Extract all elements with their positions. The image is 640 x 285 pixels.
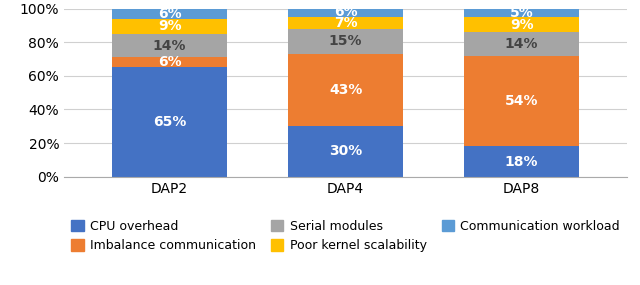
Text: 6%: 6% — [158, 55, 181, 69]
Bar — [113, 34, 227, 57]
Text: 18%: 18% — [505, 154, 538, 168]
Text: 5%: 5% — [509, 6, 534, 20]
Bar — [289, 7, 403, 17]
Bar — [465, 17, 579, 32]
Bar — [113, 9, 227, 19]
Text: 30%: 30% — [329, 144, 362, 158]
Text: 6%: 6% — [334, 5, 357, 19]
Text: 14%: 14% — [153, 38, 186, 52]
Bar — [113, 19, 227, 34]
Text: 14%: 14% — [505, 37, 538, 51]
Bar — [289, 126, 403, 177]
Text: 6%: 6% — [158, 7, 181, 21]
Text: 9%: 9% — [158, 19, 181, 33]
Text: 65%: 65% — [153, 115, 186, 129]
Bar — [465, 146, 579, 177]
Bar — [465, 32, 579, 56]
Bar — [289, 29, 403, 54]
Bar — [465, 9, 579, 17]
Legend: CPU overhead, Imbalance communication, Serial modules, Poor kernel scalability, : CPU overhead, Imbalance communication, S… — [71, 220, 620, 252]
Bar — [113, 57, 227, 68]
Text: 15%: 15% — [329, 34, 362, 48]
Text: 54%: 54% — [505, 94, 538, 108]
Bar — [465, 56, 579, 146]
Bar — [289, 17, 403, 29]
Text: 9%: 9% — [510, 17, 533, 32]
Bar — [113, 68, 227, 177]
Bar — [289, 54, 403, 126]
Text: 43%: 43% — [329, 83, 362, 97]
Text: 7%: 7% — [334, 16, 357, 30]
